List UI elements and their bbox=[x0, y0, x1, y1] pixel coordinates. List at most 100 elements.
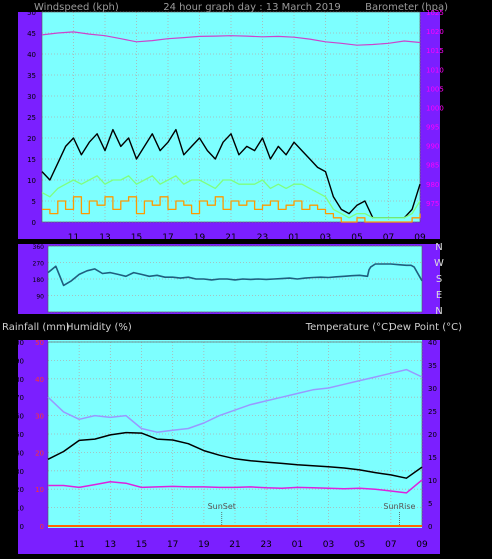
time-tick-label: 21 bbox=[225, 233, 236, 243]
temperature-tick-label: 40 bbox=[428, 339, 437, 347]
grid-lines bbox=[41, 11, 423, 527]
wind-tick-label: 10 bbox=[27, 177, 36, 185]
humidity-tick-label: 100 bbox=[11, 339, 24, 347]
barometer-tick-label: 980 bbox=[426, 181, 439, 189]
time-tick-label: 09 bbox=[416, 540, 428, 550]
wind-tick-label: 5 bbox=[32, 198, 36, 206]
rainfall-tick-label: 40 bbox=[35, 376, 44, 384]
rainfall-tick-label: 0 bbox=[40, 523, 44, 531]
temperature-tick-label: 5 bbox=[428, 500, 432, 508]
humidity-line bbox=[47, 368, 423, 433]
time-tick-label: 03 bbox=[323, 540, 334, 550]
time-tick-label: 11 bbox=[73, 540, 84, 550]
time-tick-label: 07 bbox=[383, 233, 394, 243]
time-tick-label: 03 bbox=[320, 233, 331, 243]
humidity-tick-label: 30 bbox=[15, 468, 24, 476]
time-tick-label: 01 bbox=[292, 540, 303, 550]
top-header-bar bbox=[0, 0, 492, 12]
time-tick-label: 13 bbox=[99, 233, 110, 243]
data-series bbox=[41, 31, 423, 527]
wind-tick-label: 45 bbox=[27, 30, 36, 38]
temperature-tick-label: 15 bbox=[428, 454, 437, 462]
compass-label: N bbox=[435, 242, 442, 253]
barometer-tick-label: 1010 bbox=[426, 66, 444, 74]
time-tick-label: 21 bbox=[229, 540, 240, 550]
compass-label: W bbox=[434, 258, 444, 269]
wind_min-line bbox=[42, 196, 421, 223]
time-tick-label: 15 bbox=[136, 540, 147, 550]
barometer-tick-label: 1015 bbox=[426, 47, 444, 55]
temperature-tick-label: 30 bbox=[428, 385, 437, 393]
direction-line bbox=[47, 263, 423, 287]
rainfall-tick-label: 20 bbox=[35, 449, 44, 457]
time-tick-label: 23 bbox=[260, 540, 271, 550]
temperature-tick-label: 0 bbox=[428, 523, 432, 531]
axis-labels: 0510152025303540455097598098599099510001… bbox=[11, 9, 444, 550]
gust-line bbox=[41, 128, 421, 219]
time-tick-label: 17 bbox=[167, 540, 178, 550]
barometer-line bbox=[41, 31, 421, 46]
graph-title: 24 hour graph day : 13 March 2019 bbox=[163, 2, 341, 13]
barometer-tick-label: 1005 bbox=[426, 85, 444, 93]
rainfall-tick-label: 30 bbox=[35, 413, 44, 421]
barometer-axis-title: Barometer (hpa) bbox=[365, 2, 448, 13]
wind-tick-label: 35 bbox=[27, 72, 36, 80]
time-tick-label: 15 bbox=[131, 233, 142, 243]
time-tick-label: 19 bbox=[198, 540, 210, 550]
compass-label: E bbox=[436, 290, 442, 301]
humidity-tick-label: 20 bbox=[15, 486, 24, 494]
direction-tick-label: 180 bbox=[33, 277, 45, 284]
rainfall-tick-label: 50 bbox=[35, 339, 44, 347]
time-tick-label: 13 bbox=[105, 540, 116, 550]
time-tick-label: 05 bbox=[351, 233, 362, 243]
barometer-tick-label: 975 bbox=[426, 200, 439, 208]
humidity-tick-label: 40 bbox=[15, 449, 24, 457]
rainfall-tick-label: 10 bbox=[35, 486, 44, 494]
avg_wind-line bbox=[41, 175, 421, 219]
dewpoint-axis-title: Dew Point (°C) bbox=[389, 322, 462, 333]
direction-tick-label: 270 bbox=[33, 261, 45, 268]
wind-tick-label: 0 bbox=[32, 219, 36, 227]
middle-header-bar bbox=[0, 318, 492, 338]
direction-tick-label: 360 bbox=[33, 244, 45, 251]
temperature-tick-label: 35 bbox=[428, 362, 437, 370]
wind-tick-label: 15 bbox=[27, 156, 36, 164]
wind-plot-border bbox=[41, 11, 421, 223]
humidity-tick-label: 60 bbox=[15, 413, 24, 421]
time-tick-label: 11 bbox=[68, 233, 79, 243]
wind-tick-label: 50 bbox=[27, 9, 36, 17]
temperature-axis-title: Temperature (°C) bbox=[305, 322, 392, 333]
temperature-tick-label: 10 bbox=[428, 477, 437, 485]
humidity-axis-title: Humidity (%) bbox=[66, 322, 132, 333]
time-tick-label: 01 bbox=[288, 233, 299, 243]
humidity-tick-label: 0 bbox=[20, 523, 24, 531]
rainfall-axis-title: Rainfall (mm) bbox=[2, 322, 70, 333]
time-tick-label: 19 bbox=[194, 233, 206, 243]
barometer-tick-label: 1020 bbox=[426, 28, 444, 36]
direction-plot-border bbox=[47, 245, 423, 313]
time-tick-label: 17 bbox=[162, 233, 173, 243]
sun-marker-label: SunSet bbox=[208, 502, 236, 511]
wind-tick-label: 40 bbox=[27, 51, 36, 59]
compass-label: N bbox=[435, 306, 442, 317]
temperature-tick-label: 20 bbox=[428, 431, 437, 439]
humidity-tick-label: 70 bbox=[15, 394, 24, 402]
time-tick-label: 05 bbox=[354, 540, 365, 550]
barometer-tick-label: 1025 bbox=[426, 9, 444, 17]
time-tick-label: 09 bbox=[414, 233, 426, 243]
barometer-tick-label: 1000 bbox=[426, 104, 444, 112]
humidity-tick-label: 10 bbox=[15, 505, 24, 513]
compass-label: S bbox=[436, 274, 442, 285]
sun-marker-label: SunRise bbox=[383, 502, 415, 511]
barometer-tick-label: 985 bbox=[426, 162, 439, 170]
time-tick-label: 23 bbox=[257, 233, 268, 243]
dewpoint-line bbox=[48, 479, 423, 494]
barometer-tick-label: 995 bbox=[426, 124, 439, 132]
wind-tick-label: 30 bbox=[27, 93, 36, 101]
temp-line bbox=[47, 431, 423, 479]
windspeed-axis-title: Windspeed (kph) bbox=[34, 2, 119, 13]
wind-tick-label: 25 bbox=[27, 114, 36, 122]
wind-tick-label: 20 bbox=[27, 135, 36, 143]
barometer-tick-label: 990 bbox=[426, 143, 439, 151]
direction-tick-label: 90 bbox=[36, 294, 44, 301]
